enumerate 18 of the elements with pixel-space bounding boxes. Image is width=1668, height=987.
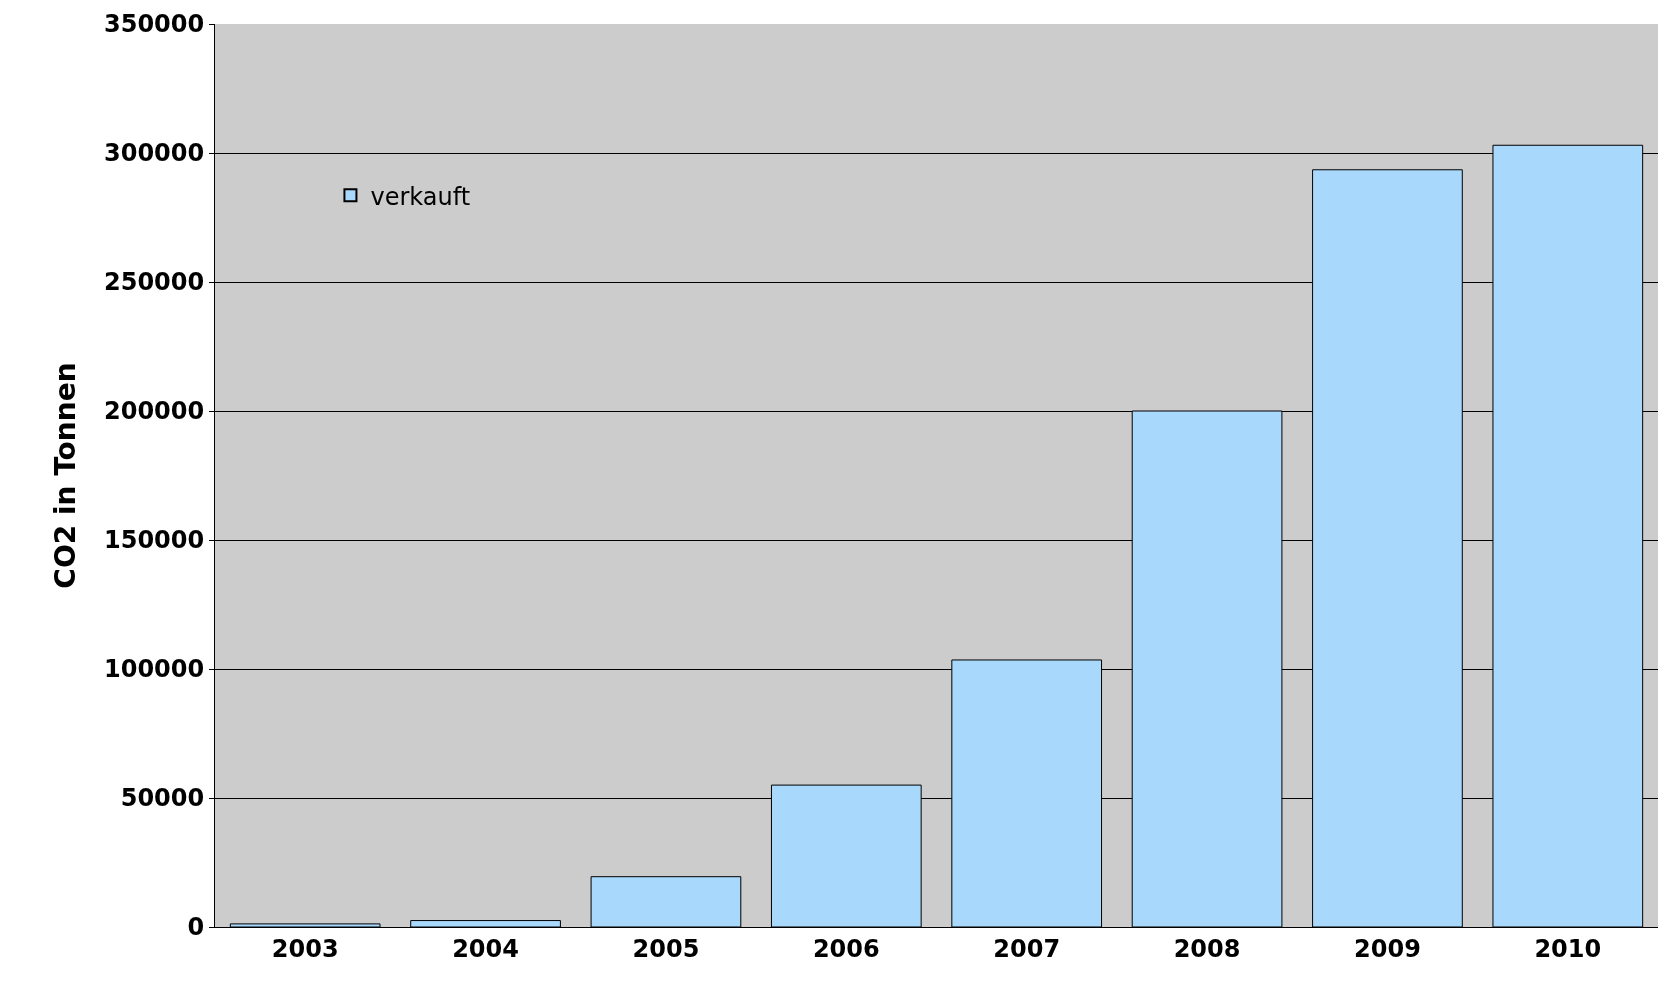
x-tick-label: 2008 [1173, 934, 1241, 963]
y-tick-label: 300000 [104, 139, 205, 168]
y-tick-label: 0 [187, 913, 205, 942]
x-tick-label: 2009 [1354, 934, 1421, 963]
y-tick-label: 200000 [104, 397, 205, 426]
x-tick-label: 2003 [271, 934, 339, 963]
y-tick-label: 350000 [104, 10, 205, 39]
x-tick-label: 2005 [632, 934, 700, 963]
x-tick-label: 2006 [812, 934, 880, 963]
y-tick-label: 50000 [120, 784, 205, 813]
y-tick-label: 150000 [104, 526, 205, 555]
y-tick-label: 100000 [104, 655, 205, 684]
x-tick-label: 2010 [1534, 934, 1602, 963]
x-tick-label: 2004 [452, 934, 519, 963]
legend-label: verkauft [370, 182, 471, 211]
y-axis-title: CO2 in Tonnen [48, 362, 82, 589]
y-tick-label: 250000 [104, 268, 205, 297]
x-tick-label: 2007 [993, 934, 1061, 963]
